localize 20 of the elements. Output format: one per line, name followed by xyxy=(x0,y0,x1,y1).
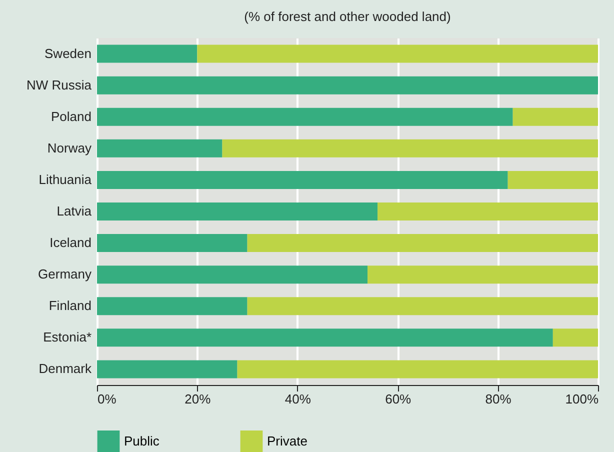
chart-title: (% of forest and other wooded land) xyxy=(244,9,451,24)
y-tick-label: Estonia* xyxy=(43,330,92,345)
y-tick-label: NW Russia xyxy=(26,77,92,92)
y-tick-label: Sweden xyxy=(44,46,92,61)
y-tick-label: Latvia xyxy=(56,204,92,218)
x-tick-label: 40% xyxy=(284,392,312,406)
x-tick-label: 80% xyxy=(485,392,512,406)
y-tick-label: Germany xyxy=(38,266,92,282)
x-tick-label: 20% xyxy=(184,392,212,406)
y-tick-label: Denmark xyxy=(38,361,92,376)
y-tick-label: Norway xyxy=(47,140,92,156)
legend-label: Public xyxy=(124,434,160,449)
x-tick-label: 100% xyxy=(565,392,599,406)
legend-label: Private xyxy=(267,434,308,449)
y-tick-label: Lithuania xyxy=(38,172,92,187)
y-tick-label: Finland xyxy=(48,298,92,314)
y-tick-label: Poland xyxy=(51,108,92,124)
y-tick-label: Iceland xyxy=(50,235,92,250)
x-tick-label: 60% xyxy=(385,392,412,406)
x-tick-label: 0% xyxy=(98,392,117,406)
